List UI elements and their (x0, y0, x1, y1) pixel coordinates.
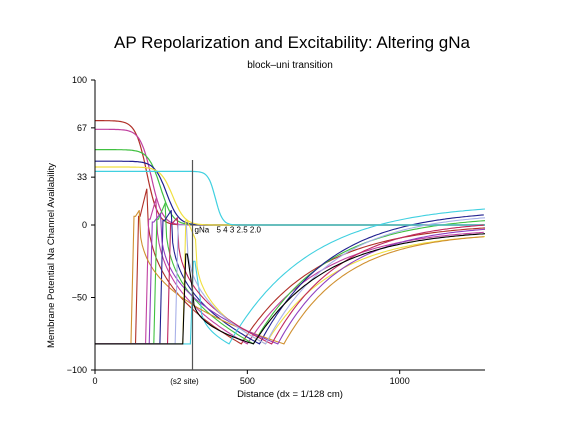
membrane-potential-line (95, 209, 484, 345)
chart-subtitle: block–uni transition (247, 60, 333, 71)
x-tick-label: 500 (240, 376, 255, 386)
s2-marker-label: (s2 site) (170, 377, 199, 386)
y-axis-label-lower: Membrane Potential (46, 263, 57, 348)
series-layer (95, 119, 486, 345)
s2-marker: (s2 site) (170, 160, 199, 386)
membrane-potential-line (95, 220, 486, 345)
membrane-potential-line (95, 209, 484, 345)
membrane-potential-line (95, 217, 486, 345)
membrane-potential-line (95, 198, 484, 345)
availability-line (95, 166, 485, 226)
x-tick-label: 0 (92, 376, 97, 386)
y-tick-label: 33 (77, 172, 87, 182)
membrane-potential-line (95, 216, 484, 345)
membrane-potential-line (95, 201, 486, 345)
membrane-potential-line (95, 212, 486, 345)
y-tick-label: −50 (72, 293, 87, 303)
x-axis-label: Distance (dx = 1/128 cm) (237, 389, 343, 400)
membrane-potential-line (95, 233, 486, 345)
ticks: 0 500 1000 100 67 33 0 −50 −100 (67, 75, 410, 386)
x-tick-label: 1000 (390, 376, 410, 386)
y-axis-label-upper: Na Channel Availability (46, 163, 57, 260)
chart-title: AP Repolarization and Excitability: Alte… (114, 33, 470, 52)
membrane-potential-line (95, 208, 486, 345)
availability-line (95, 170, 485, 226)
y-tick-label: −100 (67, 365, 87, 375)
gna-values-label: 5 4 3 2.5 2.0 (217, 225, 262, 234)
gna-annotation: gNa 5 4 3 2.5 2.0 (195, 225, 262, 234)
gna-prefix-label: gNa (195, 225, 210, 234)
availability-line (95, 128, 485, 226)
y-tick-label: 100 (72, 75, 87, 85)
y-tick-label: 0 (82, 220, 87, 230)
y-tick-label: 67 (77, 123, 87, 133)
plot-area (95, 119, 486, 345)
membrane-potential-line (95, 188, 486, 345)
